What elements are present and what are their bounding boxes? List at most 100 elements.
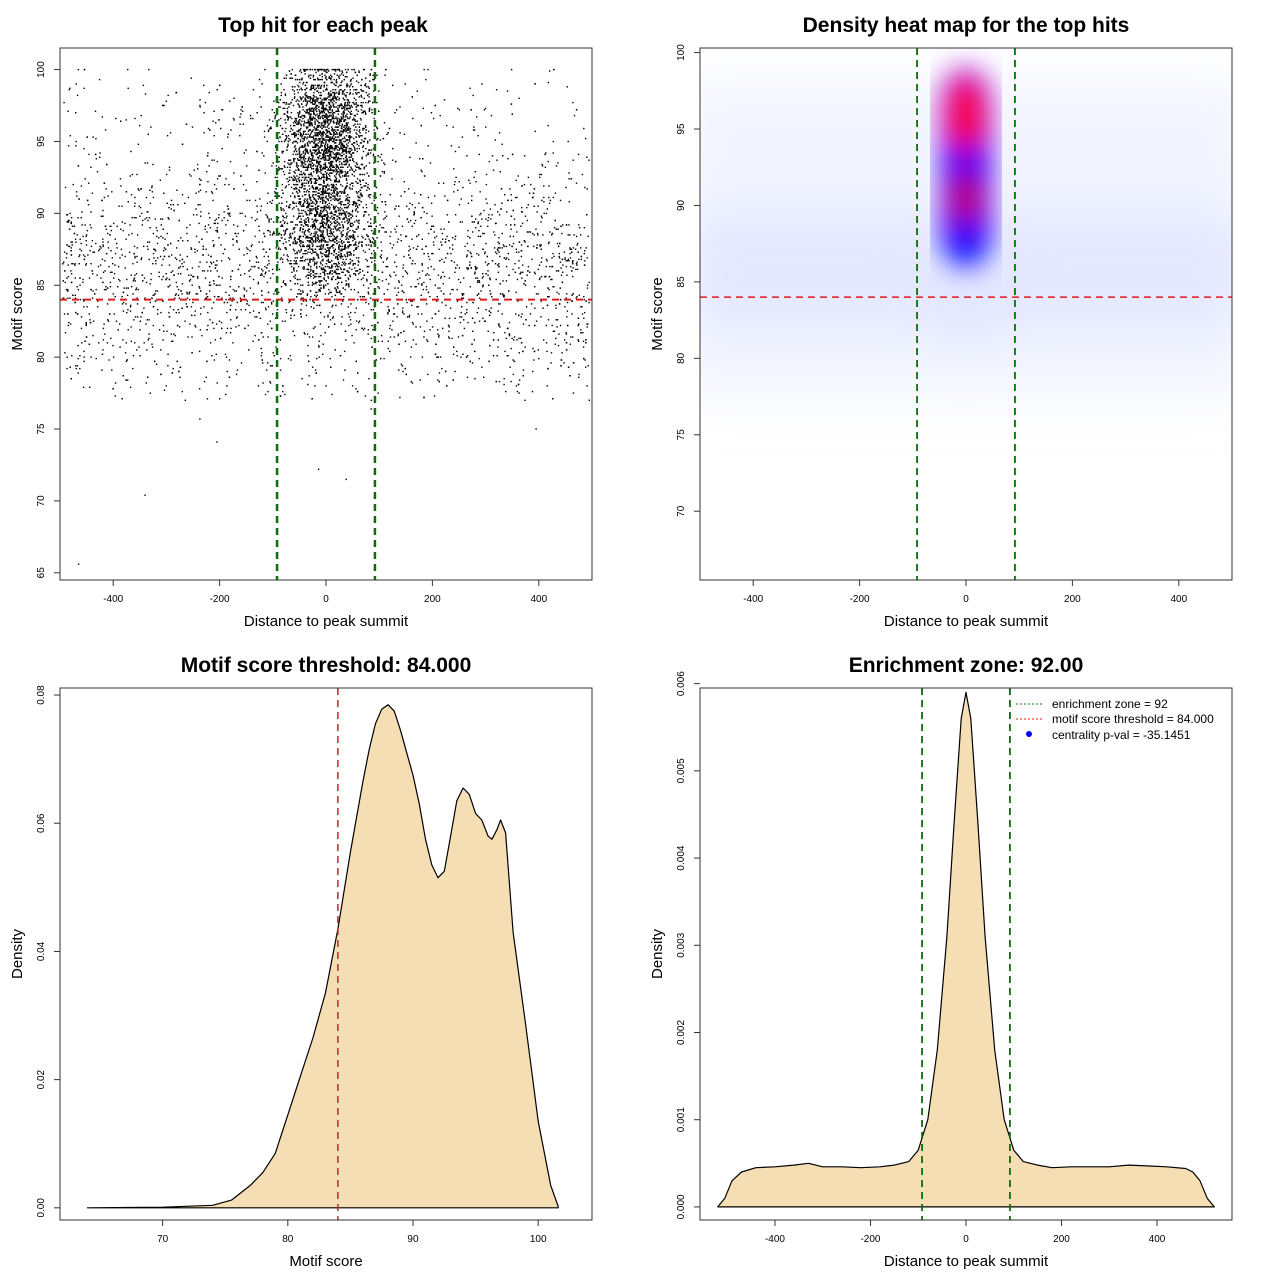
scatter-point [287, 145, 289, 147]
scatter-point [350, 225, 352, 227]
scatter-point [332, 166, 335, 168]
scatter-point [300, 227, 302, 229]
scatter-point [292, 242, 294, 245]
scatter-point [316, 179, 318, 181]
scatter-point [319, 139, 321, 141]
scatter-point [310, 273, 312, 275]
scatter-point [333, 133, 335, 135]
scatter-point [498, 303, 500, 305]
scatter-point [345, 160, 347, 163]
scatter-point [229, 100, 231, 102]
scatter-point [230, 278, 232, 281]
scatter-point [270, 218, 272, 220]
scatter-point [213, 283, 215, 285]
scatter-point [518, 267, 520, 269]
scatter-point [321, 217, 323, 219]
scatter-point [323, 218, 326, 220]
scatter-point [369, 240, 371, 242]
scatter-point [304, 130, 306, 133]
scatter-point [262, 382, 264, 384]
scatter-point [116, 242, 118, 245]
scatter-point [526, 274, 528, 276]
scatter-point [345, 280, 347, 282]
scatter-point [145, 382, 147, 384]
scatter-point [335, 147, 337, 150]
scatter-point [274, 191, 276, 193]
scatter-point [319, 116, 321, 118]
scatter-point [302, 267, 304, 269]
scatter-point [324, 268, 326, 271]
scatter-point [232, 288, 235, 291]
scatter-point [172, 367, 174, 370]
scatter-point [315, 201, 318, 203]
scatter-point [294, 124, 296, 127]
scatter-point [374, 260, 376, 262]
scatter-point [181, 390, 183, 393]
scatter-point [80, 316, 83, 318]
scatter-point [339, 209, 341, 212]
scatter-point [293, 260, 295, 262]
scatter-point [74, 263, 76, 265]
scatter-point [170, 271, 172, 273]
scatter-point [514, 263, 516, 265]
scatter-point [580, 306, 582, 308]
scatter-point [311, 146, 314, 148]
scatter-point [492, 169, 495, 171]
scatter-point [261, 83, 263, 85]
scatter-point [366, 280, 368, 282]
scatter-point [317, 152, 319, 154]
scatter-point [363, 214, 365, 216]
scatter-point [371, 202, 373, 204]
scatter-point [216, 227, 218, 229]
scatter-point [429, 296, 431, 298]
scatter-point [233, 97, 235, 99]
scatter-point [293, 215, 295, 217]
scatter-point [312, 196, 315, 199]
scatter-point [419, 379, 421, 381]
scatter-point [573, 234, 575, 236]
scatter-point [318, 189, 320, 191]
scatter-point [319, 168, 322, 170]
scatter-point [79, 367, 81, 370]
scatter-point [275, 317, 277, 319]
scatter-point [272, 300, 275, 302]
scatter-point [557, 344, 560, 347]
scatter-point [271, 199, 274, 202]
scatter-point [350, 110, 352, 112]
scatter-point [355, 89, 357, 91]
scatter-point [399, 396, 401, 399]
scatter-point [336, 145, 338, 147]
scatter-point [283, 209, 285, 212]
scatter-point [369, 196, 371, 199]
scatter-point [324, 81, 326, 84]
scatter-point [301, 378, 303, 380]
scatter-point [325, 129, 327, 131]
scatter-point [328, 70, 330, 72]
scatter-point [338, 90, 340, 92]
scatter-point [331, 277, 333, 279]
scatter-point [556, 242, 559, 245]
scatter-point [322, 267, 324, 269]
scatter-point [432, 117, 435, 120]
scatter-point [306, 294, 308, 296]
scatter-point [456, 264, 458, 266]
scatter-point [227, 219, 229, 222]
scatter-point [104, 260, 106, 262]
scatter-point [349, 224, 351, 226]
scatter-point [121, 303, 124, 305]
scatter-point [300, 201, 302, 203]
scatter-point [315, 172, 318, 174]
scatter-point [496, 248, 499, 250]
scatter-point [421, 264, 423, 266]
scatter-point [313, 112, 315, 114]
scatter-point [277, 248, 280, 250]
scatter-point [77, 372, 79, 374]
scatter-point [320, 123, 323, 125]
scatter-point [299, 132, 301, 134]
scatter-point [309, 244, 311, 246]
scatter-point [453, 191, 455, 193]
scatter-point [360, 173, 362, 176]
scatter-point [476, 281, 479, 284]
scatter-point [238, 324, 240, 327]
scatter-point [302, 291, 304, 294]
